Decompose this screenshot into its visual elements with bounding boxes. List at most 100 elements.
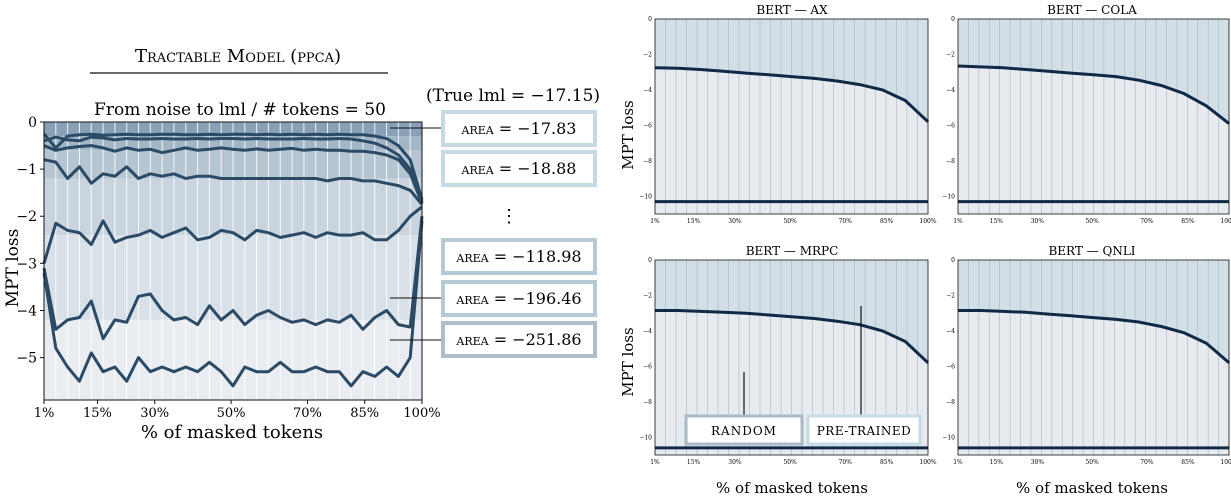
left-plot-frame <box>43 121 423 401</box>
y-tick-label: −10 <box>942 193 955 200</box>
y-tick-label: 0 <box>648 16 652 23</box>
x-tick-label: 50% <box>217 406 246 421</box>
x-tick-label: 85% <box>880 218 894 225</box>
legend-pretrained: PRE-TRAINED <box>806 414 922 446</box>
panel-title: BERT — QNLI <box>1048 244 1135 258</box>
x-tick-label: 85% <box>350 406 379 421</box>
bert-panel-grid: BERT — AX 0 −2 −4 −6 −8 −10 1% 15% 30% 50% 70% 85% 10… <box>639 3 1231 466</box>
y-tick-label: −6 <box>946 363 955 370</box>
area-label: area = −18.88 <box>461 159 577 178</box>
y-tick-label: −4 <box>643 87 652 94</box>
x-tick-label: 30% <box>140 406 169 421</box>
x-tick-label: 50% <box>1085 459 1099 466</box>
y-tick-label: −2 <box>643 292 652 299</box>
x-tick-label: 70% <box>839 218 853 225</box>
y-tick-label: −10 <box>942 434 955 441</box>
panel-frame <box>957 259 1230 456</box>
panel-title: BERT — MRPC <box>746 244 839 258</box>
y-tick-label: −6 <box>643 122 652 129</box>
x-tick-label: 30% <box>1031 218 1045 225</box>
y-tick-label: −2 <box>946 51 955 58</box>
area-annotations: area = −17.83 area = −18.88 ⋮ area = −118.9… <box>390 110 597 358</box>
series-line <box>654 66 930 123</box>
x-tick-label: 1% <box>953 459 963 466</box>
panel-title: BERT — AX <box>756 3 828 17</box>
y-tick-label: −1 <box>16 162 37 178</box>
series-line <box>42 205 423 264</box>
series-line <box>42 132 424 201</box>
y-tick-label: −4 <box>946 87 955 94</box>
x-tick-label: 70% <box>1140 459 1154 466</box>
y-tick-label: −8 <box>946 158 955 165</box>
y-tick-label: −2 <box>643 51 652 58</box>
bert-panels: MPT loss MPT loss BERT — AX 0 −2 −4 −6 −8 −10 1… <box>619 3 1231 497</box>
y-tick-label: −6 <box>946 122 955 129</box>
panel-title: BERT — COLA <box>1047 3 1137 17</box>
area-label: area = −196.46 <box>455 289 581 308</box>
panel-frame <box>654 18 929 215</box>
x-tick-label: 30% <box>728 459 742 466</box>
y-tick-label: −4 <box>16 303 37 319</box>
area-box <box>441 110 597 147</box>
x-tick-label: 85% <box>880 459 894 466</box>
area-box <box>441 238 597 275</box>
panel-frame <box>654 259 929 456</box>
y-tick-label: −3 <box>16 256 37 272</box>
panel-frame <box>957 18 1230 215</box>
legend-pretrained-label: PRE-TRAINED <box>817 424 912 438</box>
y-tick-label: −10 <box>639 434 652 441</box>
left-y-axis-label: MPT loss <box>3 229 23 308</box>
right-y-axis-label: MPT loss <box>619 100 637 169</box>
area-box <box>441 321 597 358</box>
x-tick-label: 15% <box>990 218 1004 225</box>
area-label: area = −17.83 <box>461 119 577 138</box>
x-tick-label: 15% <box>687 218 701 225</box>
ellipsis-label: ⋮ <box>500 206 518 227</box>
y-tick-label: 0 <box>28 115 37 131</box>
true-lml-label: (True lml = −17.15) <box>426 86 600 106</box>
x-tick-label: 30% <box>728 218 742 225</box>
y-tick-label: −4 <box>946 328 955 335</box>
y-tick-label: −8 <box>643 158 652 165</box>
area-box <box>441 280 597 317</box>
x-tick-label: 100% <box>919 218 936 225</box>
y-tick-label: −8 <box>643 399 652 406</box>
left-x-axis-label: % of masked tokens <box>141 422 323 443</box>
series-line <box>958 309 1230 364</box>
x-tick-label: 70% <box>1140 218 1154 225</box>
x-tick-label: 100% <box>403 406 440 421</box>
area-label: area = −251.86 <box>455 330 581 349</box>
x-tick-label: 70% <box>839 459 853 466</box>
right-y-axis-label-lower: MPT loss <box>619 327 637 396</box>
x-tick-label: 50% <box>1085 218 1099 225</box>
left-x-ticks: 1% 15% 30% 50% 70% 85% 100% <box>34 400 441 421</box>
x-tick-label: 15% <box>990 459 1004 466</box>
series-line <box>43 144 424 204</box>
x-tick-label: 85% <box>1181 218 1195 225</box>
x-tick-label: 100% <box>919 459 936 466</box>
tractable-model-chart: Tractable Model (ppca) From noise to lml… <box>3 46 600 443</box>
legend-random-label: RANDOM <box>711 424 777 438</box>
right-x-axis-label-left: % of masked tokens <box>716 479 868 497</box>
bert-panel: BERT — AX 0 −2 −4 −6 −8 −10 1% 15% 30% 50% 70% 85% 10… <box>639 3 937 225</box>
x-tick-label: 15% <box>83 406 112 421</box>
series-line <box>655 309 930 364</box>
y-tick-label: −8 <box>946 399 955 406</box>
series-line <box>43 158 424 206</box>
y-tick-label: −4 <box>643 328 652 335</box>
left-y-ticks: 0 −1 −2 −3 −4 −5 <box>16 115 44 367</box>
series-line <box>42 216 424 341</box>
left-plot-series <box>42 132 424 388</box>
x-tick-label: 1% <box>34 406 55 421</box>
left-chart-title: Tractable Model (ppca) <box>135 46 341 67</box>
x-tick-label: 30% <box>1031 459 1045 466</box>
x-tick-label: 1% <box>953 218 963 225</box>
right-x-axis-label-right: % of masked tokens <box>1016 479 1168 497</box>
x-tick-label: 85% <box>1181 459 1195 466</box>
y-tick-label: −6 <box>643 363 652 370</box>
bert-panel: BERT — COLA 0 −2 −4 −6 −8 −10 1% 15% 30% 50% 70% 85%… <box>942 3 1231 225</box>
area-box <box>441 150 597 187</box>
left-plot-background <box>44 122 422 400</box>
y-tick-label: −2 <box>16 209 37 225</box>
